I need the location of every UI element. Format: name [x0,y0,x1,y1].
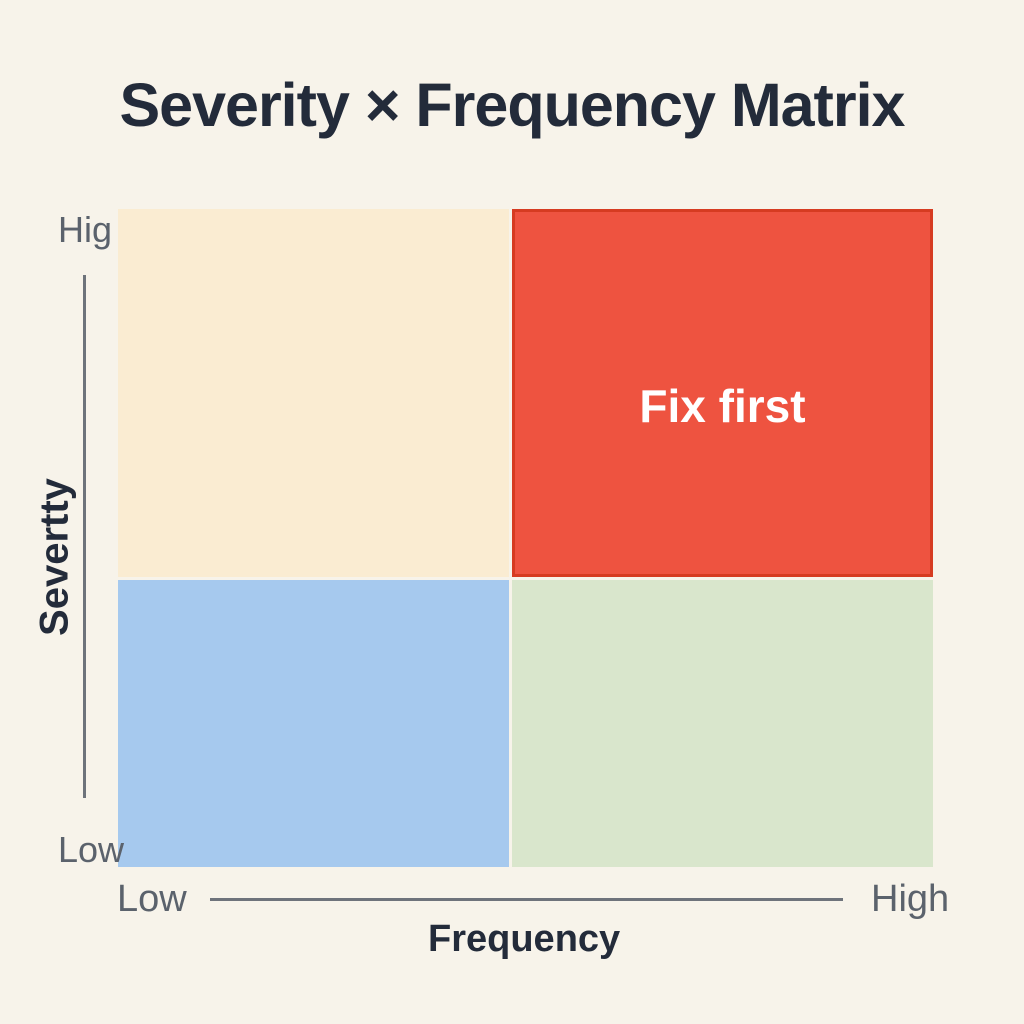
fix-first-label: Fix first [639,380,806,432]
page-title: Severity × Frequency Matrix [119,71,905,139]
x-axis-line [210,898,843,901]
x-axis-title: Frequency [428,918,621,960]
y-axis-top-tick-label: Hig [58,209,113,250]
x-axis-right-tick-label: High [871,878,950,920]
quadrant-low-severity-low-frequency [118,580,509,867]
quadrant-high-severity-low-frequency [118,209,509,577]
y-axis-bottom-tick-label: Low [58,829,125,870]
x-axis-left-tick-label: Low [117,878,187,920]
quadrant-high-severity-high-frequency: Fix first [512,209,933,577]
quadrant-low-severity-high-frequency [512,580,933,867]
y-axis-line [83,275,86,798]
y-axis-title: Severtty [32,478,77,636]
